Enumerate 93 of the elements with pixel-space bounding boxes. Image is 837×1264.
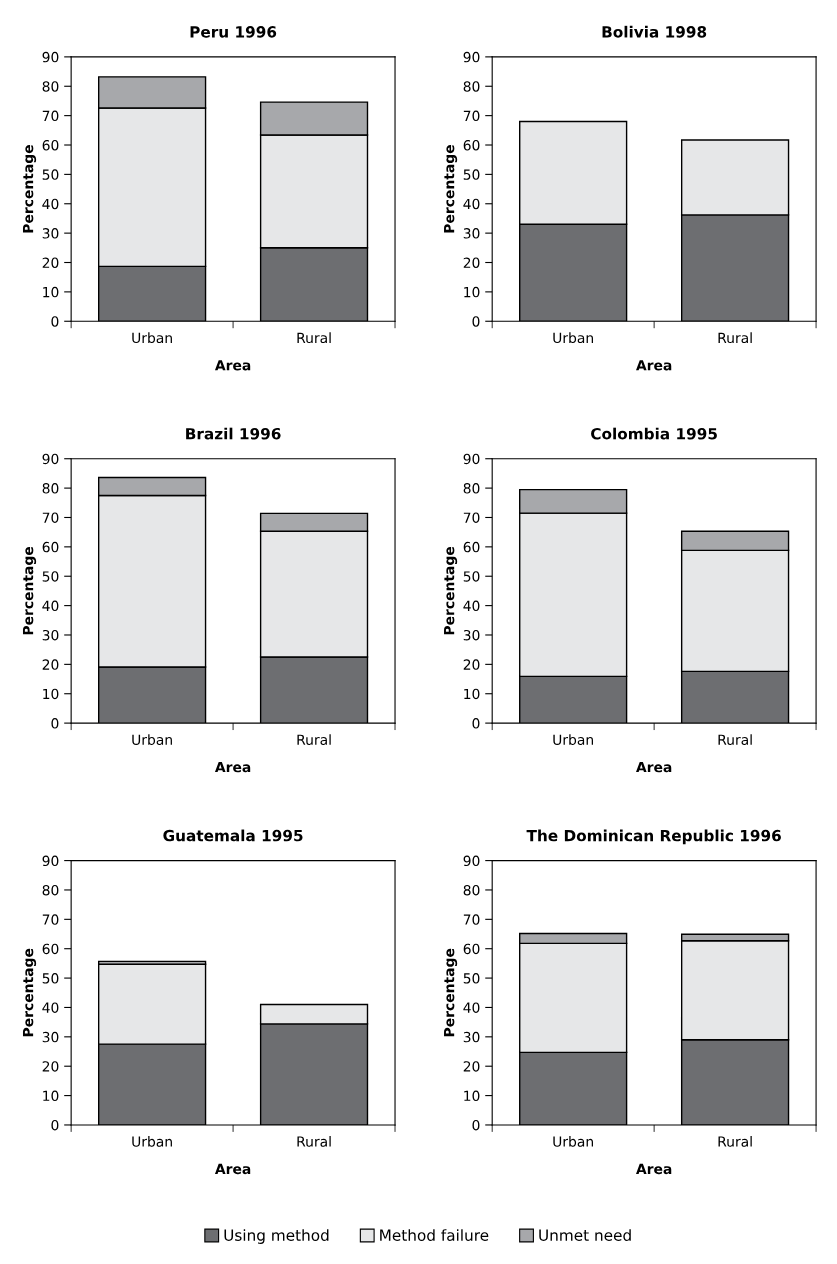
y-tick-label: 10	[464, 1090, 480, 1102]
x-axis-title: Area	[636, 1163, 672, 1175]
y-tick-label: 90	[463, 855, 480, 867]
y-tick-label: 50	[463, 973, 480, 984]
legend-label: Unmet need	[539, 1229, 631, 1241]
y-tick-label: 30	[463, 228, 480, 239]
x-tick-label: Urban	[553, 1136, 593, 1147]
y-tick-label: 70	[463, 110, 480, 122]
y-tick-label: 70	[42, 512, 59, 523]
y-tick-label: 20	[463, 659, 480, 670]
y-tick-label: 0	[472, 718, 480, 729]
y-tick-label: 70	[42, 914, 59, 925]
y-tick-label: 20	[42, 659, 59, 670]
y-tick-label: 40	[42, 1002, 59, 1013]
y-axis-title: Percentage	[444, 546, 458, 635]
x-tick-label: Urban	[553, 734, 593, 745]
y-tick-label: 20	[463, 1061, 480, 1072]
y-tick-label: 0	[51, 1119, 59, 1131]
y-tick-label: 40	[42, 198, 59, 210]
x-tick-label: Urban	[132, 332, 172, 344]
y-tick-label: 90	[463, 453, 480, 465]
x-axis-title: Area	[214, 360, 251, 371]
y-tick-label: 60	[42, 139, 59, 151]
x-axis-title: Area	[214, 761, 251, 773]
y-tick-label: 30	[42, 228, 59, 239]
y-tick-label: 30	[42, 629, 59, 641]
y-tick-label: 20	[463, 257, 480, 268]
x-tick-label: Rural	[718, 332, 752, 344]
y-tick-label: 0	[472, 316, 480, 327]
y-tick-label: 0	[51, 316, 59, 327]
y-tick-label: 0	[472, 1119, 480, 1131]
y-tick-label: 80	[463, 483, 480, 494]
y-tick-label: 20	[42, 1061, 59, 1072]
x-tick-label: Rural	[718, 734, 752, 745]
y-tick-label: 80	[42, 483, 59, 494]
y-tick-label: 10	[43, 1090, 59, 1102]
y-tick-label: 30	[463, 629, 480, 641]
y-tick-label: 60	[42, 541, 59, 553]
y-tick-label: 50	[463, 169, 480, 180]
y-tick-label: 80	[463, 81, 480, 92]
y-tick-label: 70	[463, 512, 480, 523]
y-tick-label: 70	[42, 110, 59, 122]
x-tick-label: Urban	[132, 1136, 172, 1147]
y-tick-label: 60	[463, 541, 480, 553]
y-tick-label: 40	[463, 600, 480, 612]
y-tick-label: 40	[463, 198, 480, 210]
y-tick-label: 30	[42, 1031, 59, 1043]
chart-title: Bolivia 1998	[602, 25, 707, 38]
x-tick-label: Rural	[718, 1136, 752, 1147]
y-tick-label: 50	[463, 571, 480, 582]
y-axis-title: Percentage	[22, 145, 37, 233]
y-tick-label: 20	[42, 257, 59, 268]
y-tick-label: 40	[42, 600, 59, 612]
legend-label: Method failure	[380, 1229, 489, 1241]
y-tick-label: 90	[42, 855, 59, 867]
y-tick-label: 50	[42, 169, 59, 180]
y-tick-label: 0	[51, 718, 59, 729]
y-tick-label: 80	[42, 81, 59, 92]
chart-title: Colombia 1995	[591, 427, 717, 440]
chart-title: Brazil 1996	[186, 427, 281, 440]
x-axis-title: Area	[214, 1163, 251, 1175]
y-tick-label: 10	[464, 286, 480, 298]
x-tick-label: Rural	[297, 1136, 331, 1147]
y-axis-title: Percentage	[444, 948, 458, 1037]
x-tick-label: Rural	[297, 332, 331, 344]
y-tick-label: 60	[42, 943, 59, 955]
y-tick-label: 90	[463, 51, 480, 63]
chart-title: The Dominican Republic 1996	[526, 829, 781, 845]
y-tick-label: 90	[42, 51, 59, 63]
y-tick-label: 70	[463, 914, 480, 925]
y-tick-label: 60	[463, 139, 480, 151]
y-axis-title: Percentage	[444, 145, 458, 233]
x-tick-label: Urban	[553, 332, 593, 344]
y-tick-label: 60	[463, 943, 480, 955]
x-tick-label: Rural	[297, 734, 331, 745]
x-axis-title: Area	[636, 360, 672, 371]
y-tick-label: 10	[43, 286, 59, 298]
y-axis-title: Percentage	[22, 546, 37, 635]
legend-label: Using method	[224, 1229, 329, 1244]
y-tick-label: 50	[42, 571, 59, 582]
y-tick-label: 40	[463, 1002, 480, 1013]
y-tick-label: 30	[463, 1031, 480, 1043]
x-tick-label: Urban	[132, 734, 172, 745]
y-tick-label: 80	[463, 884, 480, 896]
y-axis-title: Percentage	[22, 948, 37, 1037]
y-tick-label: 10	[43, 688, 59, 700]
y-tick-label: 80	[42, 884, 59, 896]
y-tick-label: 10	[464, 688, 480, 700]
chart-title: Peru 1996	[190, 26, 277, 38]
y-tick-label: 50	[42, 973, 59, 984]
chart-title: Guatemala 1995	[163, 829, 303, 842]
y-tick-label: 90	[42, 453, 59, 465]
x-axis-title: Area	[636, 761, 672, 773]
